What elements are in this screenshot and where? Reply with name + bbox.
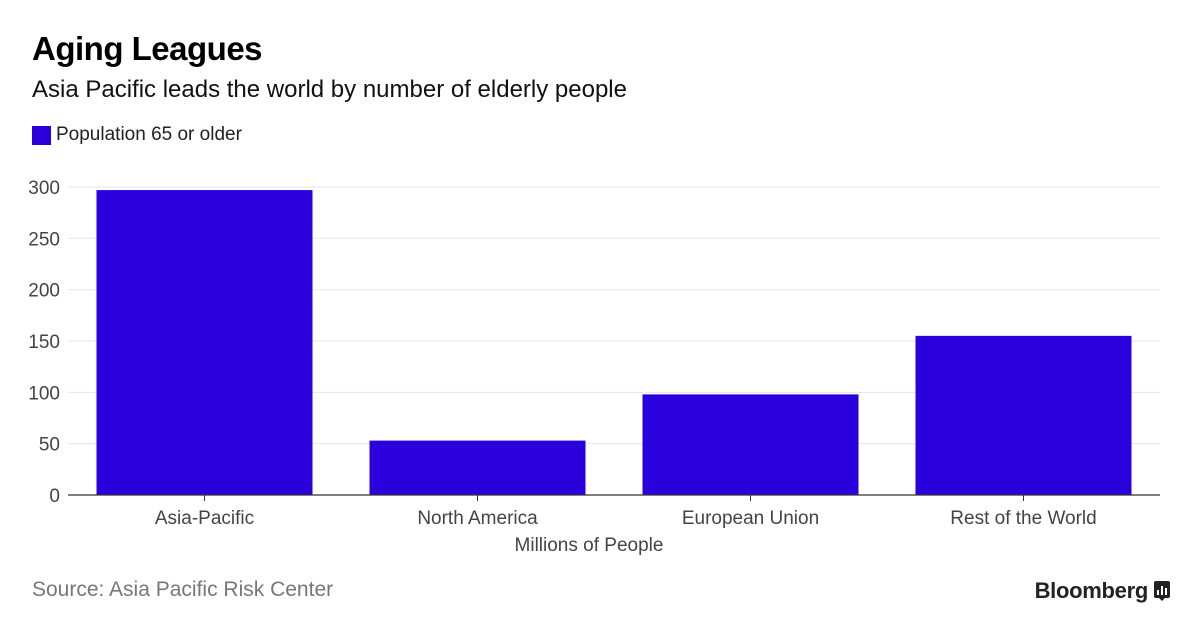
y-axis-ticks: 0 50 100 150 200 250 300: [28, 178, 60, 507]
legend-swatch: [32, 125, 51, 145]
x-axis-label: Millions of People: [515, 535, 664, 556]
chart-title: Aging Leagues: [32, 30, 263, 67]
brand-logo: Bloomberg: [1035, 578, 1170, 604]
y-tick-label: 0: [49, 486, 60, 507]
bar-european-union: [642, 394, 859, 495]
y-tick-label: 250: [28, 229, 60, 250]
y-tick-label: 300: [28, 178, 60, 199]
source-note: Source: Asia Pacific Risk Center: [32, 578, 334, 601]
x-tick-label: Asia-Pacific: [155, 508, 254, 529]
bar-rest-of-the-world: [915, 335, 1132, 495]
y-tick-label: 50: [39, 435, 60, 456]
x-tick-label: European Union: [682, 508, 819, 529]
x-tick-label: North America: [417, 508, 538, 529]
legend-label: Population 65 or older: [56, 124, 242, 145]
y-tick-label: 150: [28, 332, 60, 353]
bar-north-america: [369, 440, 586, 495]
bars: [96, 190, 1132, 495]
chart-badge-icon: [1154, 581, 1170, 601]
y-tick-label: 100: [28, 383, 60, 404]
bar-asia-pacific: [96, 190, 313, 495]
chart-subtitle: Asia Pacific leads the world by number o…: [32, 76, 627, 103]
x-tick-label: Rest of the World: [950, 508, 1096, 529]
x-axis-ticks: Asia-Pacific North America European Union R…: [155, 495, 1097, 529]
brand-name: Bloomberg: [1034, 578, 1149, 603]
legend: Population 65 or older: [32, 124, 242, 146]
y-tick-label: 200: [28, 281, 60, 302]
